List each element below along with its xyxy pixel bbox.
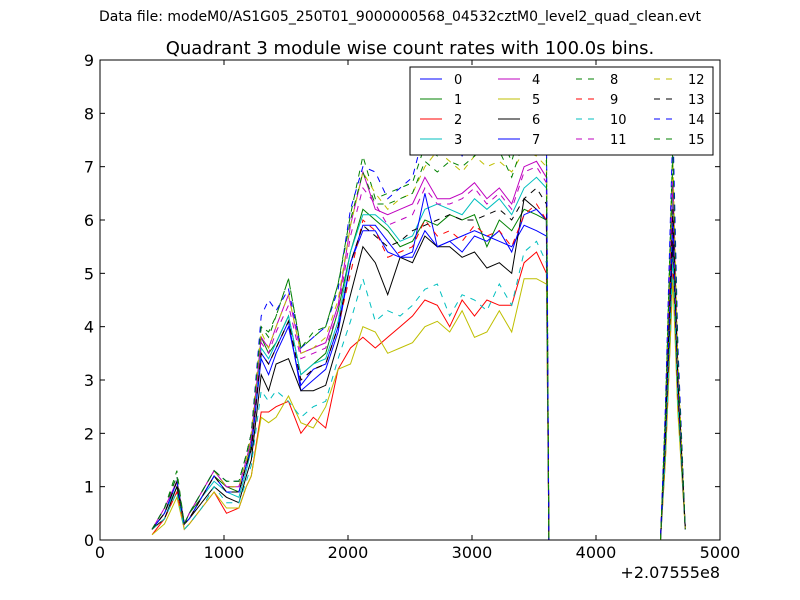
series-line-8 (151, 118, 686, 541)
legend-label-14: 14 (688, 113, 705, 128)
legend-label-8: 8 (610, 73, 618, 88)
y-tick-label: 4 (84, 318, 94, 337)
series-line-10 (151, 240, 686, 541)
plot-frame (99, 59, 721, 541)
legend-label-7: 7 (532, 133, 540, 148)
series-line-12 (151, 149, 686, 541)
figure-suptitle: Data file: modeM0/AS1G05_250T01_90000005… (99, 9, 701, 25)
legend-label-15: 15 (688, 133, 705, 148)
legend-label-6: 6 (532, 113, 540, 128)
legend-label-10: 10 (610, 113, 627, 128)
x-tick-label: 5000 (700, 543, 741, 562)
y-tick-label: 9 (84, 51, 94, 70)
series-line-15 (151, 139, 686, 541)
legend-label-13: 13 (688, 93, 705, 108)
x-offset-label: +2.07555e8 (620, 563, 720, 582)
y-tick-label: 5 (84, 264, 94, 283)
y-tick-label: 7 (84, 158, 94, 177)
y-tick-label: 0 (84, 531, 94, 550)
legend-box (409, 66, 714, 156)
legend-label-2: 2 (454, 113, 462, 128)
legend-label-3: 3 (454, 133, 462, 148)
chart-title: Quadrant 3 module wise count rates with … (166, 38, 655, 59)
y-tick-label: 2 (84, 424, 94, 443)
legend-label-5: 5 (532, 93, 540, 108)
legend-label-0: 0 (454, 73, 462, 88)
y-tick-label: 1 (84, 478, 94, 497)
series-line-3 (151, 176, 686, 541)
series-line-5 (151, 278, 686, 541)
y-tick-label: 8 (84, 104, 94, 123)
legend-label-4: 4 (532, 73, 540, 88)
legend-label-1: 1 (454, 93, 462, 108)
series-line-1 (151, 208, 686, 541)
x-tick-label: 0 (95, 543, 105, 562)
series-line-4 (151, 160, 686, 541)
x-tick-label: 2000 (328, 543, 369, 562)
x-tick-label: 3000 (452, 543, 493, 562)
y-tick-label: 3 (84, 371, 94, 390)
series-line-7 (151, 193, 686, 541)
series-line-2 (151, 251, 686, 541)
legend-label-11: 11 (610, 133, 627, 148)
x-tick-label: 4000 (576, 543, 617, 562)
x-tick-label: 1000 (204, 543, 245, 562)
y-tick-label: 6 (84, 211, 94, 230)
legend-label-9: 9 (610, 93, 618, 108)
legend-label-12: 12 (688, 73, 705, 88)
